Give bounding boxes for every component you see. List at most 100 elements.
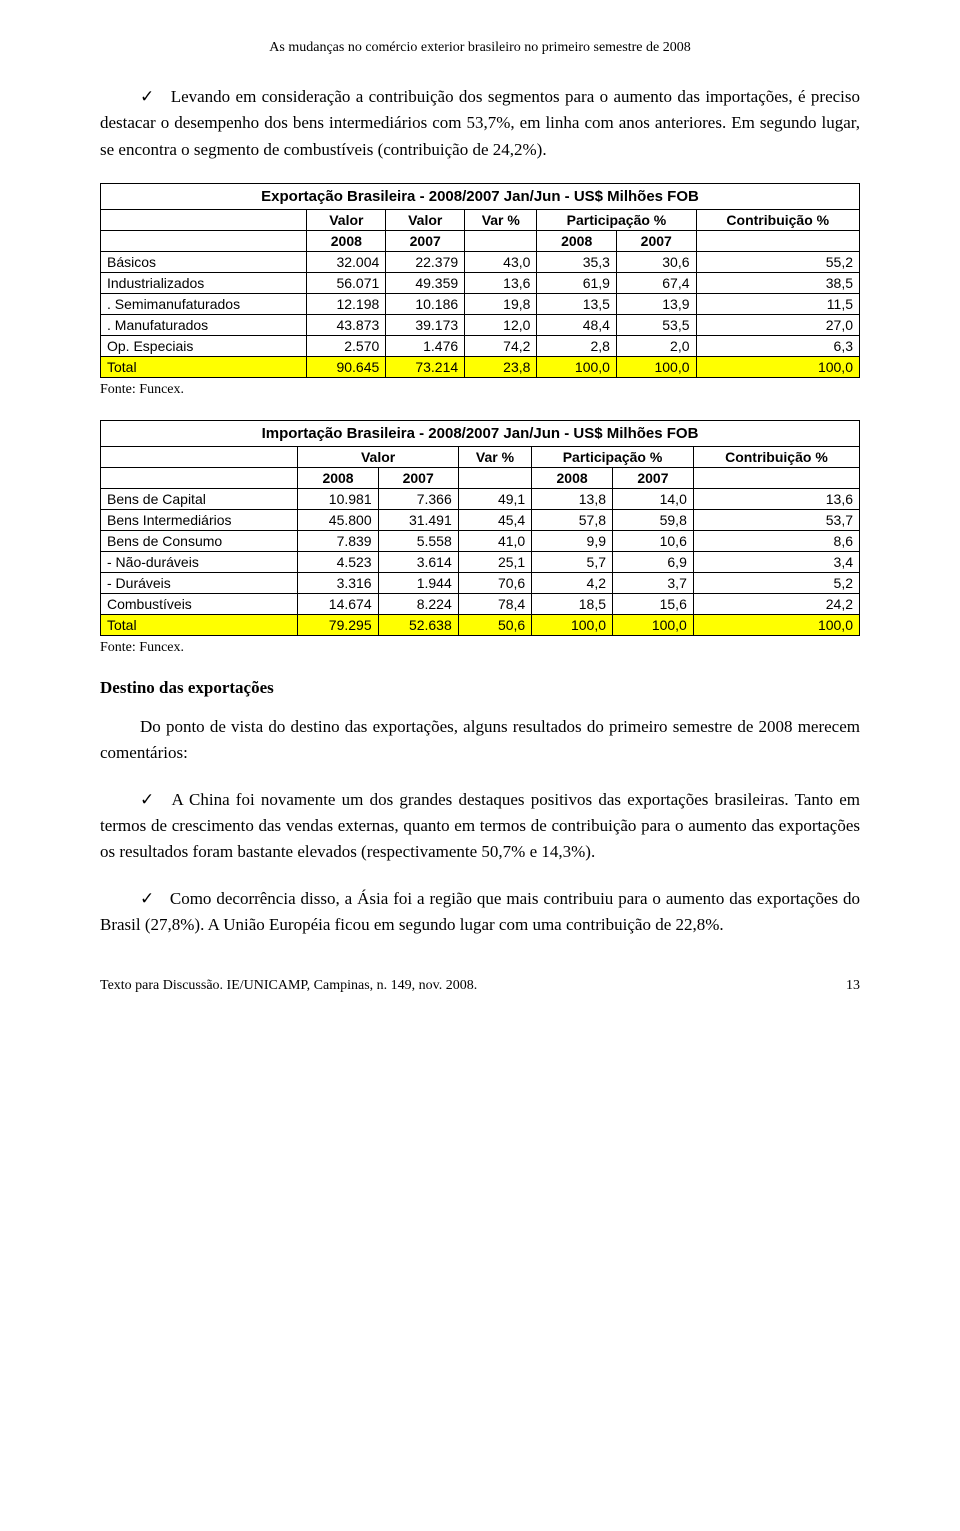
import-cell-var: 70,6 bbox=[458, 573, 531, 594]
footer-left: Texto para Discussão. IE/UNICAMP, Campin… bbox=[100, 978, 477, 994]
import-cell-label: - Não-duráveis bbox=[101, 552, 298, 573]
export-year-2008-b: 2008 bbox=[537, 231, 617, 252]
import-table-title: Importação Brasileira - 2008/2007 Jan/Ju… bbox=[101, 421, 860, 447]
import-cell-v2007: 8.224 bbox=[378, 594, 458, 615]
import-cell-var: 45,4 bbox=[458, 510, 531, 531]
export-cell-v2008: 56.071 bbox=[307, 273, 386, 294]
import-row: Bens de Capital10.9817.36649,113,814,013… bbox=[101, 489, 860, 510]
import-cell-p2007: 6,9 bbox=[613, 552, 694, 573]
import-empty-sub bbox=[101, 468, 298, 489]
export-col-contrib: Contribuição % bbox=[696, 210, 859, 231]
export-cell-p2008: 61,9 bbox=[537, 273, 617, 294]
export-cell-v2008: 32.004 bbox=[307, 252, 386, 273]
export-year-empty bbox=[465, 231, 537, 252]
section-heading: Destino das exportações bbox=[100, 678, 860, 698]
export-cell-v2007: 39.173 bbox=[386, 315, 465, 336]
import-cell-var: 25,1 bbox=[458, 552, 531, 573]
import-cell-v2008: 14.674 bbox=[298, 594, 378, 615]
section-bullet-2: Como decorrência disso, a Ásia foi a reg… bbox=[100, 886, 860, 939]
import-source: Fonte: Funcex. bbox=[100, 640, 860, 656]
export-cell-v2007: 22.379 bbox=[386, 252, 465, 273]
export-cell-contrib: 55,2 bbox=[696, 252, 859, 273]
import-cell-p2008: 13,8 bbox=[532, 489, 613, 510]
intro-paragraph-1-text: Levando em consideração a contribuição d… bbox=[100, 87, 860, 159]
import-year-2007-a: 2007 bbox=[378, 468, 458, 489]
export-row: Op. Especiais2.5701.47674,22,82,06,3 bbox=[101, 336, 860, 357]
export-cell-p2008: 2,8 bbox=[537, 336, 617, 357]
page-footer: Texto para Discussão. IE/UNICAMP, Campin… bbox=[100, 978, 860, 994]
export-cell-var: 12,0 bbox=[465, 315, 537, 336]
import-cell-label: - Duráveis bbox=[101, 573, 298, 594]
import-cell-v2008: 4.523 bbox=[298, 552, 378, 573]
export-empty-corner bbox=[101, 210, 307, 231]
import-cell-label: Combustíveis bbox=[101, 594, 298, 615]
import-cell-label: Bens Intermediários bbox=[101, 510, 298, 531]
import-cell-p2007: 10,6 bbox=[613, 531, 694, 552]
import-cell-contrib: 3,4 bbox=[693, 552, 859, 573]
import-cell-p2007: 15,6 bbox=[613, 594, 694, 615]
export-cell-label: Total bbox=[101, 357, 307, 378]
export-cell-label: Industrializados bbox=[101, 273, 307, 294]
import-cell-label: Total bbox=[101, 615, 298, 636]
export-col-part: Participação % bbox=[537, 210, 696, 231]
import-cell-p2008: 100,0 bbox=[532, 615, 613, 636]
import-cell-p2007: 3,7 bbox=[613, 573, 694, 594]
import-row: Bens de Consumo7.8395.55841,09,910,68,6 bbox=[101, 531, 860, 552]
import-year-empty2 bbox=[693, 468, 859, 489]
import-cell-v2007: 1.944 bbox=[378, 573, 458, 594]
export-row: Básicos32.00422.37943,035,330,655,2 bbox=[101, 252, 860, 273]
export-cell-contrib: 100,0 bbox=[696, 357, 859, 378]
export-year-2008-a: 2008 bbox=[307, 231, 386, 252]
import-year-2008-a: 2008 bbox=[298, 468, 378, 489]
page: As mudanças no comércio exterior brasile… bbox=[0, 0, 960, 1044]
export-row: . Semimanufaturados12.19810.18619,813,51… bbox=[101, 294, 860, 315]
export-cell-p2007: 13,9 bbox=[616, 294, 696, 315]
export-cell-p2007: 2,0 bbox=[616, 336, 696, 357]
export-cell-p2008: 48,4 bbox=[537, 315, 617, 336]
import-cell-var: 49,1 bbox=[458, 489, 531, 510]
import-year-2007-b: 2007 bbox=[613, 468, 694, 489]
import-cell-v2007: 52.638 bbox=[378, 615, 458, 636]
import-cell-v2007: 3.614 bbox=[378, 552, 458, 573]
export-cell-contrib: 38,5 bbox=[696, 273, 859, 294]
import-cell-contrib: 53,7 bbox=[693, 510, 859, 531]
import-table: Importação Brasileira - 2008/2007 Jan/Ju… bbox=[100, 420, 860, 636]
export-cell-label: . Semimanufaturados bbox=[101, 294, 307, 315]
import-cell-var: 41,0 bbox=[458, 531, 531, 552]
import-empty-corner bbox=[101, 447, 298, 468]
import-cell-v2008: 79.295 bbox=[298, 615, 378, 636]
footer-page-number: 13 bbox=[846, 978, 860, 994]
export-cell-contrib: 11,5 bbox=[696, 294, 859, 315]
export-cell-var: 19,8 bbox=[465, 294, 537, 315]
export-cell-p2008: 13,5 bbox=[537, 294, 617, 315]
import-cell-p2008: 5,7 bbox=[532, 552, 613, 573]
export-row: Total90.64573.21423,8100,0100,0100,0 bbox=[101, 357, 860, 378]
import-cell-v2008: 7.839 bbox=[298, 531, 378, 552]
import-cell-p2007: 14,0 bbox=[613, 489, 694, 510]
export-col-var: Var % bbox=[465, 210, 537, 231]
export-col-valor-2: Valor bbox=[386, 210, 465, 231]
import-cell-v2008: 45.800 bbox=[298, 510, 378, 531]
export-cell-v2007: 49.359 bbox=[386, 273, 465, 294]
import-col-part: Participação % bbox=[532, 447, 694, 468]
export-col-valor-1: Valor bbox=[307, 210, 386, 231]
export-cell-p2007: 67,4 bbox=[616, 273, 696, 294]
export-row: Industrializados56.07149.35913,661,967,4… bbox=[101, 273, 860, 294]
import-cell-var: 78,4 bbox=[458, 594, 531, 615]
export-empty-sub bbox=[101, 231, 307, 252]
export-cell-p2007: 53,5 bbox=[616, 315, 696, 336]
export-year-2007-b: 2007 bbox=[616, 231, 696, 252]
import-cell-p2008: 9,9 bbox=[532, 531, 613, 552]
export-cell-var: 74,2 bbox=[465, 336, 537, 357]
import-cell-v2007: 7.366 bbox=[378, 489, 458, 510]
section-bullet-2-text: Como decorrência disso, a Ásia foi a reg… bbox=[100, 889, 860, 934]
import-cell-p2008: 4,2 bbox=[532, 573, 613, 594]
running-header: As mudanças no comércio exterior brasile… bbox=[100, 40, 860, 56]
export-cell-contrib: 27,0 bbox=[696, 315, 859, 336]
export-row: . Manufaturados43.87339.17312,048,453,52… bbox=[101, 315, 860, 336]
import-col-var: Var % bbox=[458, 447, 531, 468]
import-cell-contrib: 13,6 bbox=[693, 489, 859, 510]
import-cell-p2008: 57,8 bbox=[532, 510, 613, 531]
export-cell-p2007: 30,6 bbox=[616, 252, 696, 273]
export-cell-v2007: 73.214 bbox=[386, 357, 465, 378]
